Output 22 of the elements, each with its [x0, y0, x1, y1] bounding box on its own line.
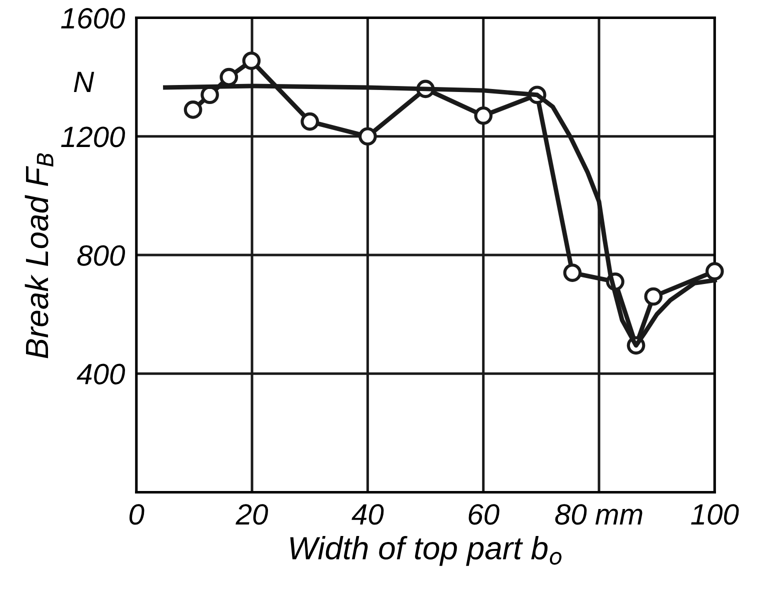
point: [300, 112, 320, 131]
point: [706, 262, 724, 280]
x-tick-label: 40: [352, 504, 384, 525]
x-axis-title: Width of top part b$_{o}$: [290, 536, 562, 566]
y-tick-label: 1200: [61, 126, 125, 148]
y-tick-label: 400: [76, 364, 125, 384]
x-tick-label: 100: [691, 504, 739, 525]
point: [644, 287, 663, 306]
point: [242, 52, 261, 70]
y-tick-label: 800: [77, 245, 125, 266]
point: [474, 106, 493, 125]
x-tick-label: 20: [236, 504, 268, 525]
x-tick-label: 60: [468, 504, 500, 525]
text: N: [74, 72, 94, 92]
point: [358, 127, 377, 146]
x-tick-label: 80 mm: [555, 504, 642, 525]
point: [184, 100, 202, 119]
y-axis-title: Break Load F$_{B}$: [24, 153, 54, 358]
point: [220, 68, 238, 86]
x-tick-label: 0: [130, 504, 144, 525]
y-tick-label: 1600: [61, 8, 125, 29]
point: [563, 264, 582, 282]
